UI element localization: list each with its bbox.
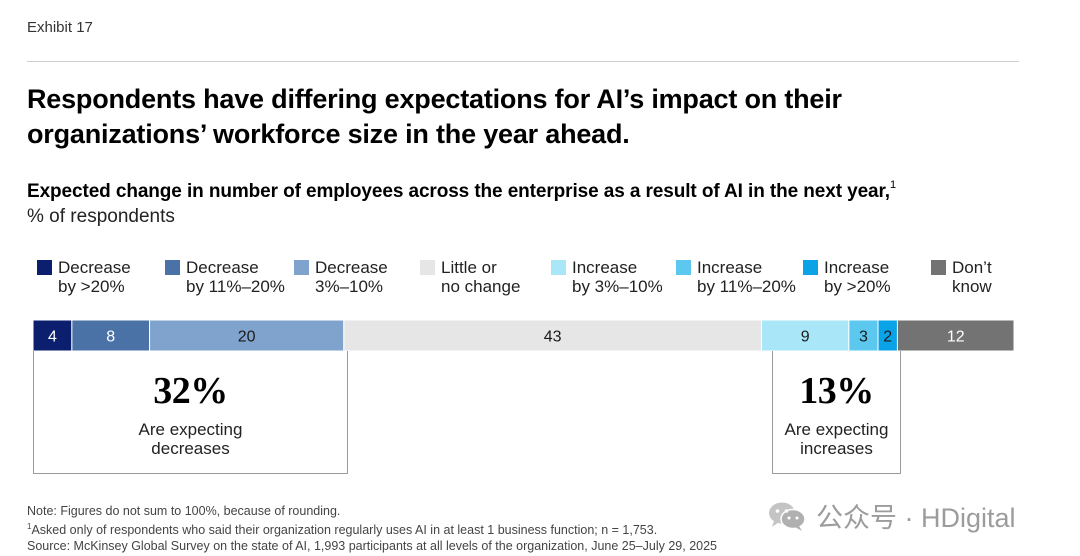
- bar-segment-5: [848, 319, 879, 352]
- legend-item-increase-11-20: Increase by 11%–20%: [676, 258, 796, 296]
- bar-value-label-7: 12: [947, 329, 965, 346]
- legend-label: Decrease by 11%–20%: [186, 258, 285, 296]
- bar-value-label-2: 20: [238, 329, 256, 346]
- decreases-callout-text: Are expecting decreases: [138, 420, 243, 458]
- legend-item-little-or-no-change: Little or no change: [420, 258, 520, 296]
- chart-title: Respondents have differing expectations …: [27, 84, 842, 149]
- legend-label: Don’t know: [952, 258, 992, 296]
- legend-label: Increase by 11%–20%: [697, 258, 796, 296]
- bar-segment-3: [343, 319, 762, 352]
- bar-value-label-6: 2: [883, 329, 892, 346]
- legend-item-decrease-over-20: Decrease by >20%: [37, 258, 131, 296]
- watermark-text: 公众号 · HDigital: [816, 503, 1016, 533]
- subtitle-text: Expected change in number of employees a…: [27, 181, 890, 202]
- increases-callout-text: Are expecting increases: [784, 420, 889, 458]
- unit-label: % of respondents: [27, 206, 175, 227]
- legend-swatch: [803, 260, 818, 275]
- legend-label: Little or no change: [441, 258, 521, 296]
- legend-label: Increase by 3%–10%: [572, 258, 663, 296]
- legend-swatch: [165, 260, 180, 275]
- legend-swatch: [931, 260, 946, 275]
- note-text: Note: Figures do not sum to 100%, becaus…: [27, 504, 341, 518]
- legend-label: Increase by >20%: [824, 258, 891, 296]
- footnote-marker: 1: [27, 522, 32, 531]
- legend-swatch: [551, 260, 566, 275]
- bar-segment-4: [760, 319, 850, 352]
- legend-swatch: [294, 260, 309, 275]
- legend-item-dont-know: Don’t know: [931, 258, 992, 296]
- subtitle-footnote-marker: 1: [889, 179, 896, 191]
- bar-segment-1: [71, 319, 151, 352]
- bar-value-label-3: 43: [544, 329, 562, 346]
- legend-item-increase-over-20: Increase by >20%: [803, 258, 891, 296]
- legend-label: Decrease 3%–10%: [315, 258, 388, 296]
- footnote-1-text: Asked only of respondents who said their…: [31, 523, 658, 538]
- legend-swatch: [676, 260, 691, 275]
- bar-segment-7: [896, 319, 1015, 352]
- exhibit-label: Exhibit 17: [27, 19, 93, 36]
- bar-value-label-0: 4: [48, 329, 57, 346]
- bar-segment-2: [149, 319, 345, 352]
- decreases-callout: 32% Are expecting decreases: [33, 351, 348, 474]
- bar-value-label-4: 9: [801, 329, 810, 346]
- chart-subtitle: Expected change in number of employees a…: [27, 179, 896, 203]
- bar-value-label-5: 3: [859, 329, 868, 346]
- bar-value-label-1: 8: [106, 329, 115, 346]
- legend-label: Decrease by >20%: [58, 258, 131, 296]
- decreases-total-value: 32%: [153, 370, 228, 412]
- legend-swatch: [37, 260, 52, 275]
- footnotes: Note: Figures do not sum to 100%, becaus…: [27, 503, 717, 554]
- legend-item-increase-3-10: Increase by 3%–10%: [551, 258, 663, 296]
- increases-total-value: 13%: [799, 370, 874, 412]
- source-text: Source: McKinsey Global Survey on the st…: [27, 539, 717, 554]
- legend-swatch: [420, 260, 435, 275]
- wechat-icon: [769, 502, 806, 531]
- footnote-1: 1Asked only of respondents who said thei…: [27, 519, 717, 538]
- increases-callout: 13% Are expecting increases: [772, 351, 901, 474]
- top-divider: [27, 61, 1019, 62]
- legend-item-decrease-3-10: Decrease 3%–10%: [294, 258, 388, 296]
- bar-segment-0: [32, 319, 73, 352]
- watermark: 公众号 · HDigital: [768, 496, 1016, 535]
- legend-item-decrease-11-20: Decrease by 11%–20%: [165, 258, 285, 296]
